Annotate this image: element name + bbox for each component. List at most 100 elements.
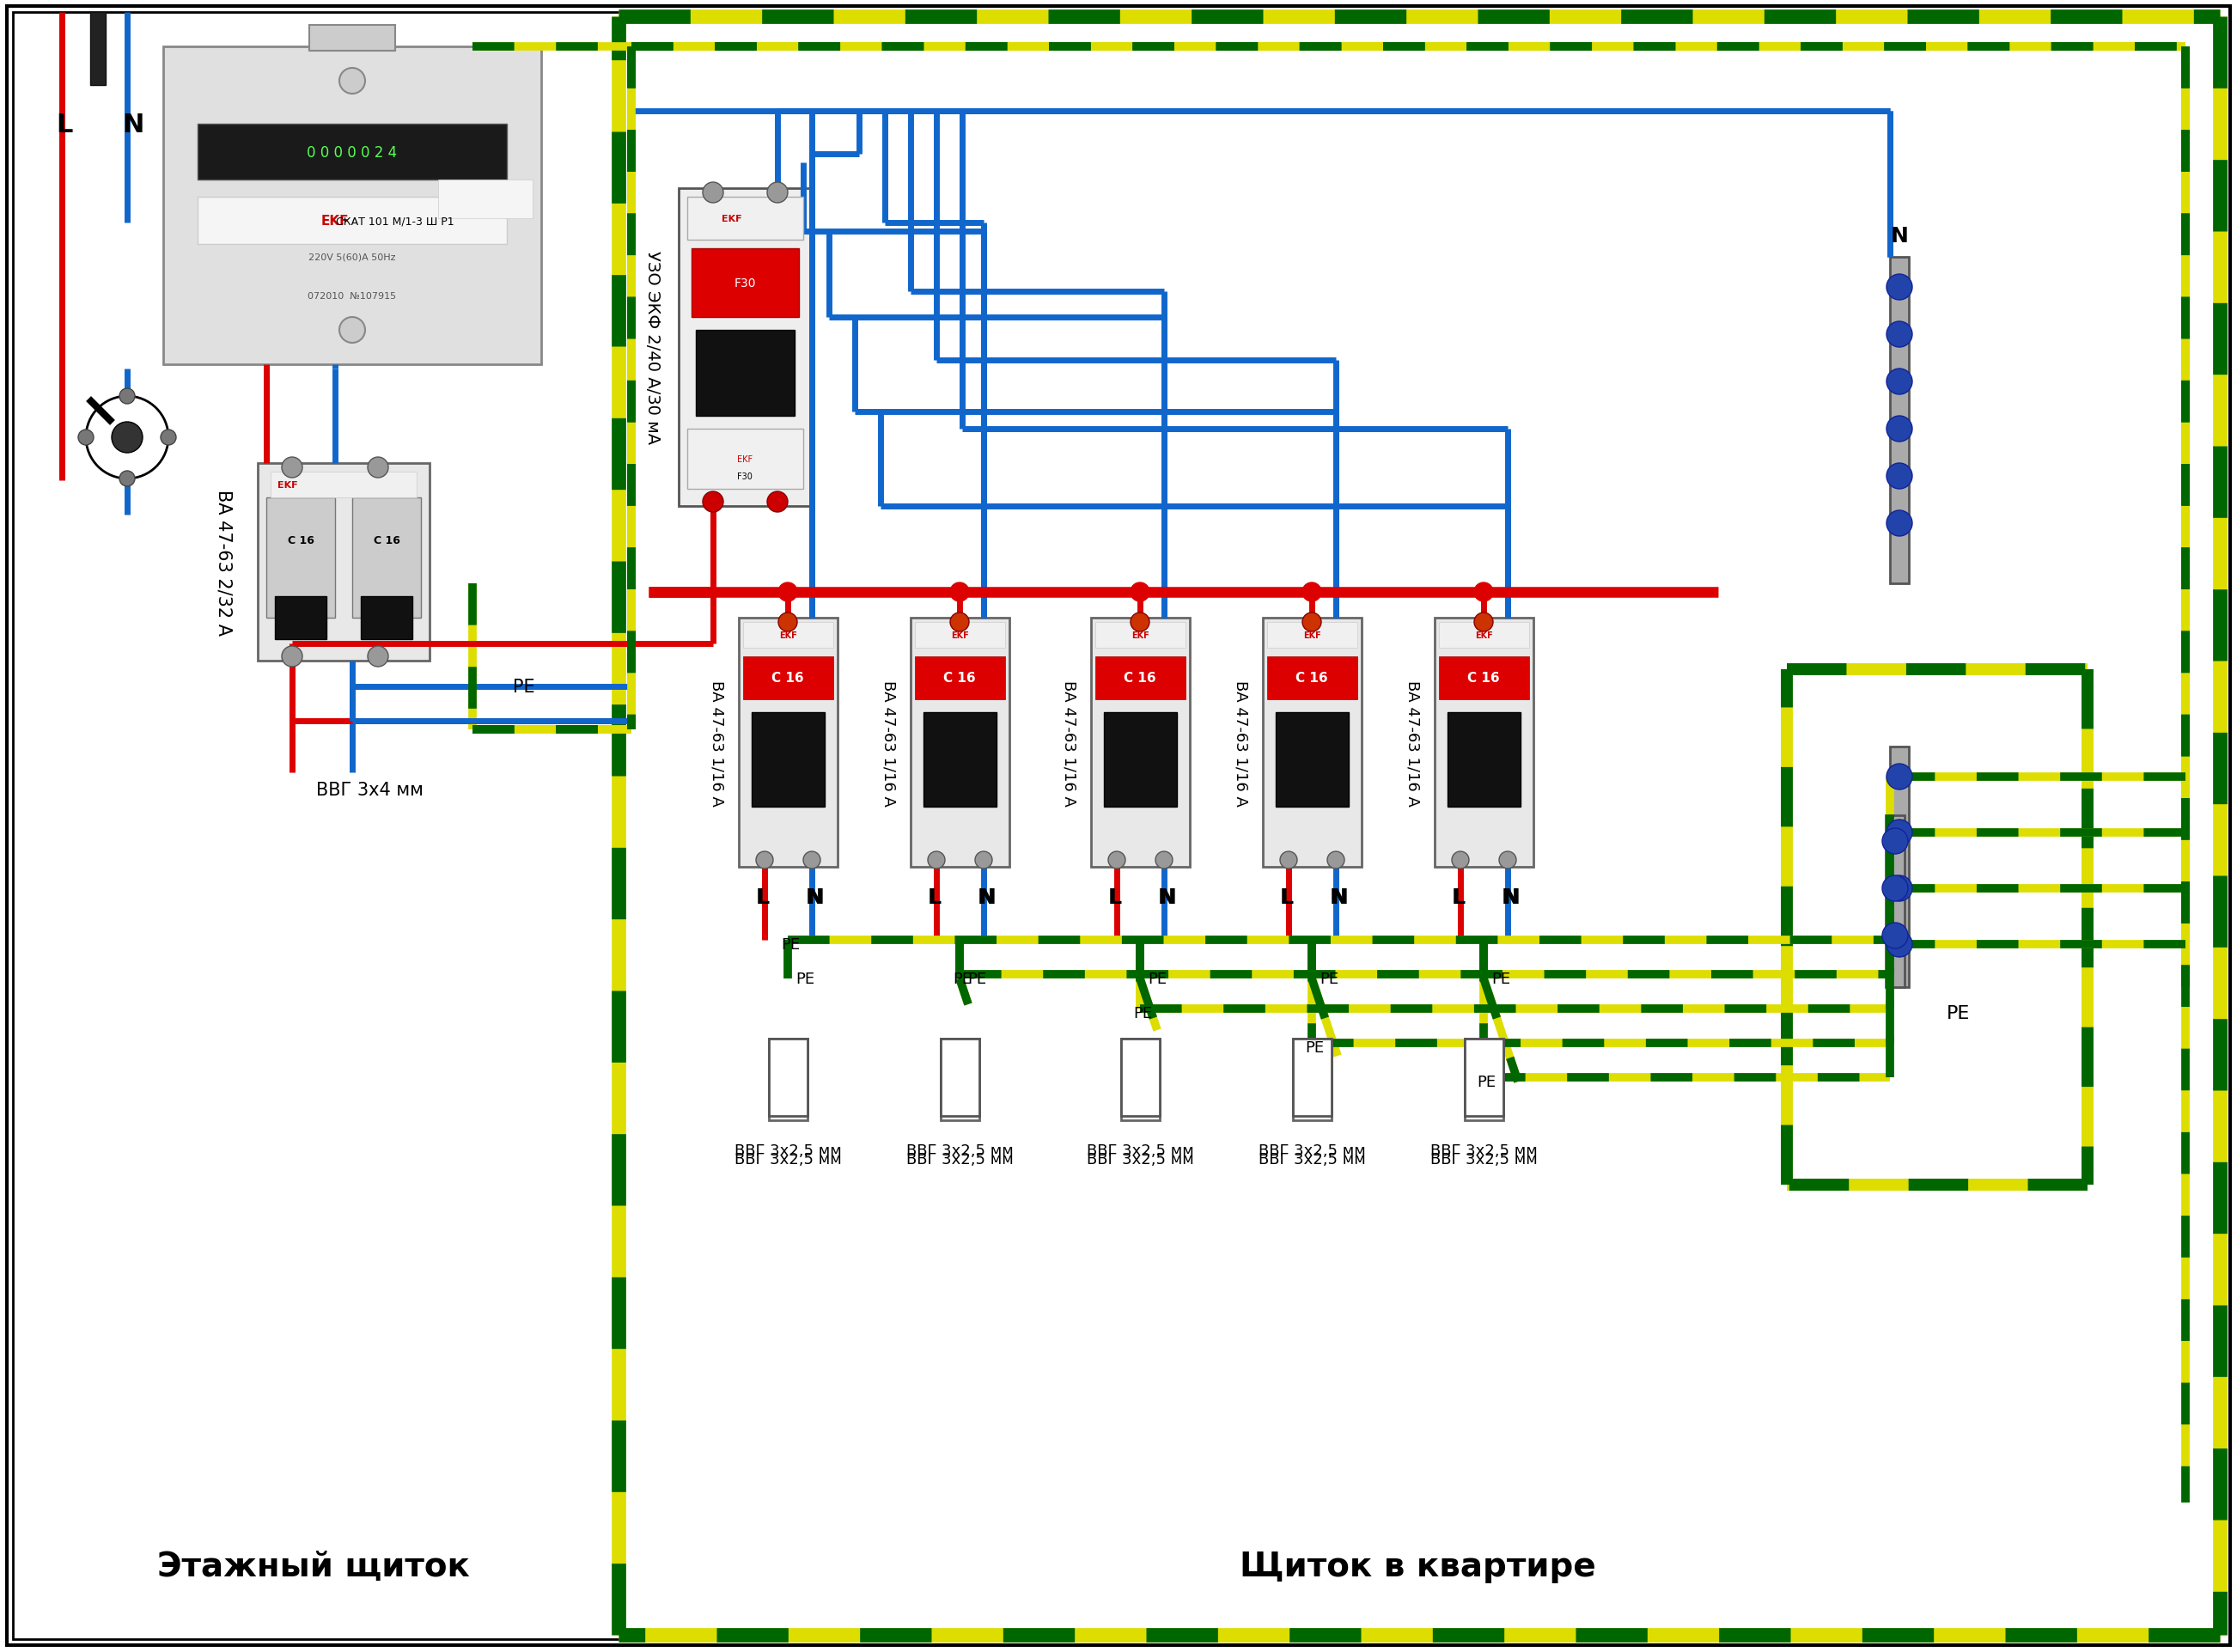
Text: ВА 47-63 1/16 А: ВА 47-63 1/16 А xyxy=(1233,679,1248,806)
Bar xyxy=(1096,657,1186,700)
Text: EKF: EKF xyxy=(1302,631,1320,639)
Text: ВВГ 3х2,5 мм: ВВГ 3х2,5 мм xyxy=(1087,1143,1195,1158)
Circle shape xyxy=(1130,583,1150,601)
Text: Щиток в квартире: Щиток в квартире xyxy=(1239,1550,1595,1583)
Bar xyxy=(687,430,803,489)
Bar xyxy=(1465,1039,1503,1117)
Circle shape xyxy=(803,852,821,869)
Bar xyxy=(1890,747,1908,988)
Bar xyxy=(696,330,794,416)
Circle shape xyxy=(702,183,723,203)
Text: EKF: EKF xyxy=(778,631,796,639)
Circle shape xyxy=(1886,274,1913,301)
Text: ВВГ 3х2,5 мм: ВВГ 3х2,5 мм xyxy=(1087,1151,1195,1166)
Text: PE: PE xyxy=(1946,1004,1971,1023)
Circle shape xyxy=(1157,852,1172,869)
Text: EKF: EKF xyxy=(723,215,743,223)
Circle shape xyxy=(1302,583,1322,601)
Text: ВВГ 3х4 мм: ВВГ 3х4 мм xyxy=(315,781,423,798)
Text: PE: PE xyxy=(1148,971,1168,986)
Circle shape xyxy=(951,583,969,601)
Text: L: L xyxy=(756,887,770,907)
Text: PE: PE xyxy=(796,971,814,986)
Text: N: N xyxy=(1501,887,1519,907)
Bar xyxy=(1438,623,1530,648)
Bar xyxy=(1121,1039,1159,1117)
Bar xyxy=(915,657,1004,700)
Circle shape xyxy=(951,613,969,633)
Text: L: L xyxy=(756,887,770,907)
Text: СКАТ 101 М/1-3 Ш Р1: СКАТ 101 М/1-3 Ш Р1 xyxy=(336,216,454,226)
Bar xyxy=(1293,1039,1331,1117)
Text: L: L xyxy=(56,112,74,137)
Circle shape xyxy=(282,646,302,667)
Text: ВВГ 3х2,5 мм: ВВГ 3х2,5 мм xyxy=(906,1151,1013,1166)
Bar xyxy=(257,464,430,661)
Bar xyxy=(1293,1039,1331,1120)
Text: N: N xyxy=(805,887,823,907)
Circle shape xyxy=(1881,829,1908,854)
Text: C 16: C 16 xyxy=(1123,672,1157,686)
Bar xyxy=(687,198,803,241)
Circle shape xyxy=(119,471,134,487)
Circle shape xyxy=(1881,923,1908,948)
Circle shape xyxy=(1302,613,1322,633)
Bar xyxy=(1434,618,1532,867)
Text: C 16: C 16 xyxy=(772,672,803,686)
Text: ВА 47-63 1/16 А: ВА 47-63 1/16 А xyxy=(1405,679,1420,806)
Bar xyxy=(360,596,412,639)
Text: 0 0 0 0 0 2 4: 0 0 0 0 0 2 4 xyxy=(306,145,398,160)
Text: EKF: EKF xyxy=(951,631,969,639)
Bar xyxy=(1275,712,1349,808)
Text: 072010  №107915: 072010 №107915 xyxy=(309,292,396,301)
Text: EKF: EKF xyxy=(277,481,298,489)
Bar xyxy=(1103,712,1177,808)
Text: ВВГ 3х2,5 мм: ВВГ 3х2,5 мм xyxy=(1257,1151,1365,1166)
Text: EKF: EKF xyxy=(322,215,349,228)
Text: PE: PE xyxy=(1134,1006,1152,1021)
Text: L: L xyxy=(928,887,942,907)
Circle shape xyxy=(1130,613,1150,633)
Bar xyxy=(1266,657,1358,700)
Text: C 16: C 16 xyxy=(286,535,313,547)
Bar xyxy=(309,26,396,51)
Text: C 16: C 16 xyxy=(1295,672,1329,686)
Text: C 16: C 16 xyxy=(374,535,400,547)
Text: N: N xyxy=(980,887,995,907)
Circle shape xyxy=(702,492,723,512)
Bar xyxy=(163,48,541,365)
Text: L: L xyxy=(1452,887,1465,907)
Circle shape xyxy=(112,423,143,453)
Circle shape xyxy=(778,613,796,633)
Bar xyxy=(1096,623,1186,648)
Circle shape xyxy=(1886,932,1913,958)
Text: PE: PE xyxy=(1492,971,1510,986)
Bar xyxy=(1266,623,1358,648)
Circle shape xyxy=(756,852,774,869)
Text: ВВГ 3х2,5 мм: ВВГ 3х2,5 мм xyxy=(906,1143,1013,1158)
Circle shape xyxy=(119,388,134,405)
Text: N: N xyxy=(1329,887,1347,907)
Circle shape xyxy=(282,458,302,479)
Text: 220V 5(60)A 50Hz: 220V 5(60)A 50Hz xyxy=(309,253,396,263)
Circle shape xyxy=(85,396,168,479)
Text: ВВГ 3х2,5 мм: ВВГ 3х2,5 мм xyxy=(1429,1151,1537,1166)
Text: N: N xyxy=(1331,887,1349,907)
Circle shape xyxy=(1881,876,1908,902)
Circle shape xyxy=(975,852,993,869)
Text: ВВГ 3х2,5 мм: ВВГ 3х2,5 мм xyxy=(734,1143,841,1158)
Text: PE: PE xyxy=(512,679,535,695)
Bar xyxy=(1438,657,1530,700)
Text: F30: F30 xyxy=(738,472,752,481)
Bar xyxy=(942,1039,980,1117)
Text: L: L xyxy=(1110,887,1121,907)
Bar xyxy=(1890,258,1908,583)
Circle shape xyxy=(78,430,94,446)
Circle shape xyxy=(161,430,177,446)
Circle shape xyxy=(1886,765,1913,790)
Text: УЗО ЭКФ 2/40 А/30 мА: УЗО ЭКФ 2/40 А/30 мА xyxy=(644,251,662,444)
Text: F30: F30 xyxy=(734,278,756,289)
Bar xyxy=(738,618,837,867)
Bar xyxy=(691,249,799,317)
Bar xyxy=(1121,1039,1159,1120)
